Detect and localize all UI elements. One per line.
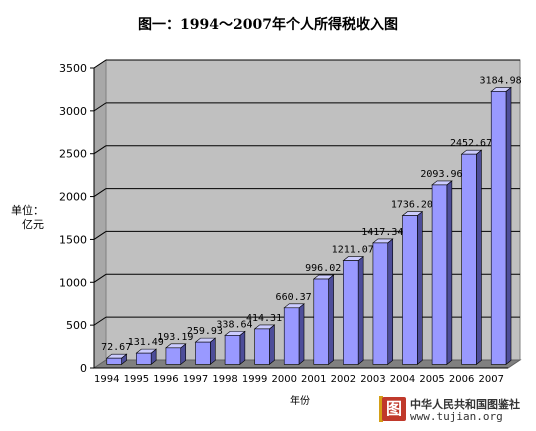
bar-side <box>209 337 216 366</box>
y-tick-label: 1500 <box>59 233 87 246</box>
watermark-name: 中华人民共和国图鉴社 <box>410 398 520 411</box>
bar-side <box>328 274 334 366</box>
x-tick-label: 1996 <box>153 374 178 385</box>
bar-value-label: 660.37 <box>276 292 312 303</box>
y-tick-label: 0 <box>80 362 87 375</box>
bar-side <box>357 255 364 366</box>
bar <box>461 153 477 365</box>
plot-side-wall <box>93 59 107 369</box>
bar-side <box>446 180 453 366</box>
gridline-side <box>93 102 107 112</box>
y-axis-label: 单位： 亿元 <box>8 204 44 232</box>
bar-value-label: 72.67 <box>101 342 131 353</box>
x-tick-label: 1999 <box>242 374 267 385</box>
gridline-side <box>93 145 107 155</box>
y-tick-label: 3000 <box>59 105 87 118</box>
bar <box>224 335 241 365</box>
x-tick-label: 2003 <box>360 374 385 385</box>
bar-value-label: 259.93 <box>187 326 223 337</box>
bar <box>343 260 359 365</box>
y-axis-label-line1: 单位： <box>11 204 44 217</box>
gridline-side <box>93 231 107 240</box>
bar <box>106 357 122 365</box>
y-axis-label-line2: 亿元 <box>22 218 44 231</box>
bar-side <box>416 210 423 366</box>
bar-value-label: 2452.67 <box>450 138 492 149</box>
bar-value-label: 1736.20 <box>391 200 433 211</box>
bar-side <box>476 149 482 366</box>
bar <box>283 307 300 365</box>
bar-value-label: 1211.07 <box>332 245 374 256</box>
bar <box>165 347 182 365</box>
x-tick-label: 2002 <box>331 374 356 385</box>
bar <box>490 91 507 365</box>
x-tick-label: 1994 <box>94 374 119 385</box>
bar-value-label: 3184.98 <box>480 75 522 86</box>
bar-value-label: 131.49 <box>128 337 164 348</box>
x-tick-label: 2001 <box>301 374 326 385</box>
bar <box>402 215 418 365</box>
y-tick-label: 1000 <box>59 276 87 289</box>
watermark-logo-icon: 图 <box>382 397 406 421</box>
bar-value-label: 193.19 <box>157 332 193 343</box>
bar <box>313 278 329 365</box>
bar-value-label: 2093.96 <box>420 169 462 180</box>
bar-value-label: 338.64 <box>216 319 252 330</box>
x-tick-label: 2000 <box>271 374 296 385</box>
bar <box>195 341 211 365</box>
gridline-side <box>93 188 107 197</box>
x-tick-label: 2007 <box>478 374 503 385</box>
bar-side <box>298 303 305 366</box>
y-tick-label: 500 <box>66 319 87 332</box>
bar-side <box>269 324 275 366</box>
gridline-side <box>93 59 107 69</box>
watermark-url: www.tujian.org <box>410 410 503 423</box>
x-tick-label: 2005 <box>419 374 444 385</box>
watermark-logo-bar <box>379 396 383 422</box>
plot-floor <box>92 359 522 369</box>
bar-value-label: 1417.34 <box>361 227 403 238</box>
x-tick-label: 1995 <box>124 374 149 385</box>
bar-side <box>239 330 246 366</box>
x-tick-label: 2004 <box>390 374 415 385</box>
bar-side <box>387 238 394 366</box>
x-tick-label: 1998 <box>212 374 237 385</box>
watermark: 图 中华人民共和国图鉴社 www.tujian.org <box>379 396 532 426</box>
bar <box>136 352 152 365</box>
bar <box>431 184 448 365</box>
bar-side <box>505 86 512 366</box>
bar-value-label: 414.31 <box>246 313 282 324</box>
y-tick-label: 2000 <box>59 191 87 204</box>
gridline-side <box>93 273 107 283</box>
y-tick-label: 3500 <box>59 62 87 75</box>
bar-value-label: 996.02 <box>305 263 341 274</box>
x-axis-label: 年份 <box>290 396 310 407</box>
bar <box>254 328 270 365</box>
y-tick-label: 2500 <box>59 148 87 161</box>
bar <box>372 242 389 365</box>
x-tick-label: 2006 <box>449 374 474 385</box>
gridline-side <box>93 316 107 326</box>
chart-title: 图一：1994～2007年个人所得税收入图 <box>138 17 398 33</box>
x-tick-label: 1997 <box>183 374 208 385</box>
plot-back-wall <box>105 59 521 361</box>
